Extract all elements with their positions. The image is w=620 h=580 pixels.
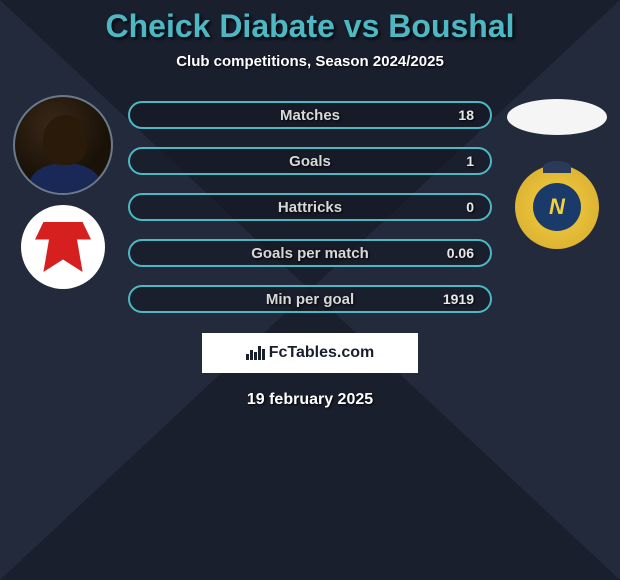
stats-column: Matches 18 Goals 1 Hattricks 0 Goals per… — [118, 95, 502, 313]
date: 19 february 2025 — [0, 391, 620, 409]
stat-row-goals: Goals 1 — [128, 147, 492, 175]
watermark-text: FcTables.com — [269, 344, 375, 362]
watermark: FcTables.com — [202, 333, 418, 373]
player-right-club-badge: N — [515, 165, 599, 249]
player-left-club-badge — [21, 205, 105, 289]
subtitle: Club competitions, Season 2024/2025 — [0, 53, 620, 70]
page-title: Cheick Diabate vs Boushal — [0, 8, 620, 45]
stat-value-right: 18 — [458, 107, 474, 123]
stat-row-min-per-goal: Min per goal 1919 — [128, 285, 492, 313]
stat-value-right: 0 — [466, 199, 474, 215]
stat-label: Hattricks — [278, 199, 342, 216]
stat-label: Min per goal — [266, 291, 354, 308]
stat-label: Goals — [289, 153, 331, 170]
stat-value-right: 0.06 — [447, 245, 474, 261]
stat-row-matches: Matches 18 — [128, 101, 492, 129]
stat-label: Goals per match — [251, 245, 369, 262]
stat-value-right: 1 — [466, 153, 474, 169]
stat-value-right: 1919 — [443, 291, 474, 307]
stat-row-hattricks: Hattricks 0 — [128, 193, 492, 221]
stat-row-goals-per-match: Goals per match 0.06 — [128, 239, 492, 267]
stat-label: Matches — [280, 107, 340, 124]
club-badge-text: N — [533, 183, 581, 231]
chart-icon — [246, 346, 265, 360]
player-left-column — [8, 95, 118, 289]
player-right-column: N — [502, 95, 612, 249]
player-right-photo — [507, 99, 607, 135]
player-left-photo — [13, 95, 113, 195]
comparison-area: Matches 18 Goals 1 Hattricks 0 Goals per… — [0, 95, 620, 313]
